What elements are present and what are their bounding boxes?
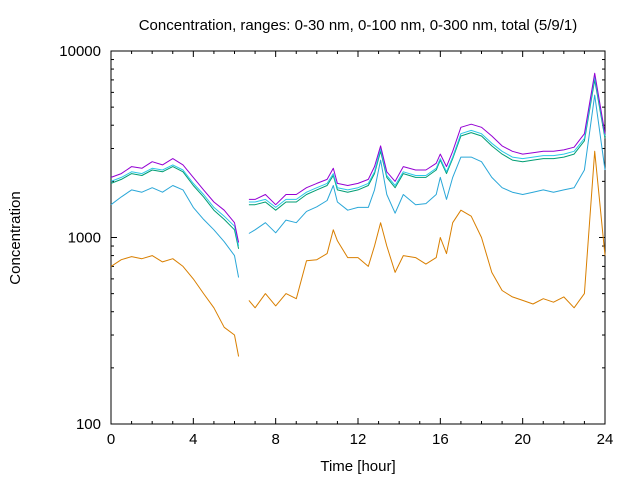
y-tick-label: 10000: [59, 43, 101, 60]
y-axis-label: Concentration: [7, 191, 24, 284]
y-tick-label: 100: [76, 416, 101, 433]
x-tick-label: 8: [271, 431, 279, 448]
x-tick-label: 0: [107, 431, 115, 448]
chart-title: Concentration, ranges: 0-30 nm, 0-100 nm…: [139, 17, 578, 34]
x-tick-label: 12: [350, 431, 367, 448]
axis-ticks: 0 4 8 12 16 20 24 100 1000 10000: [59, 43, 613, 448]
x-tick-label: 24: [597, 431, 614, 448]
x-tick-label: 16: [432, 431, 449, 448]
y-tick-label: 1000: [68, 230, 101, 247]
x-tick-label: 4: [189, 431, 197, 448]
series-line-3: [110, 79, 606, 249]
series-line-1: [110, 150, 606, 357]
series-line-4: [110, 76, 606, 247]
x-tick-label: 20: [514, 431, 531, 448]
series-line-5: [110, 72, 606, 243]
series-line-2: [110, 94, 606, 278]
series-lines: [110, 72, 606, 357]
plot-area-frame: [110, 50, 606, 425]
x-axis-label: Time [hour]: [320, 458, 395, 475]
